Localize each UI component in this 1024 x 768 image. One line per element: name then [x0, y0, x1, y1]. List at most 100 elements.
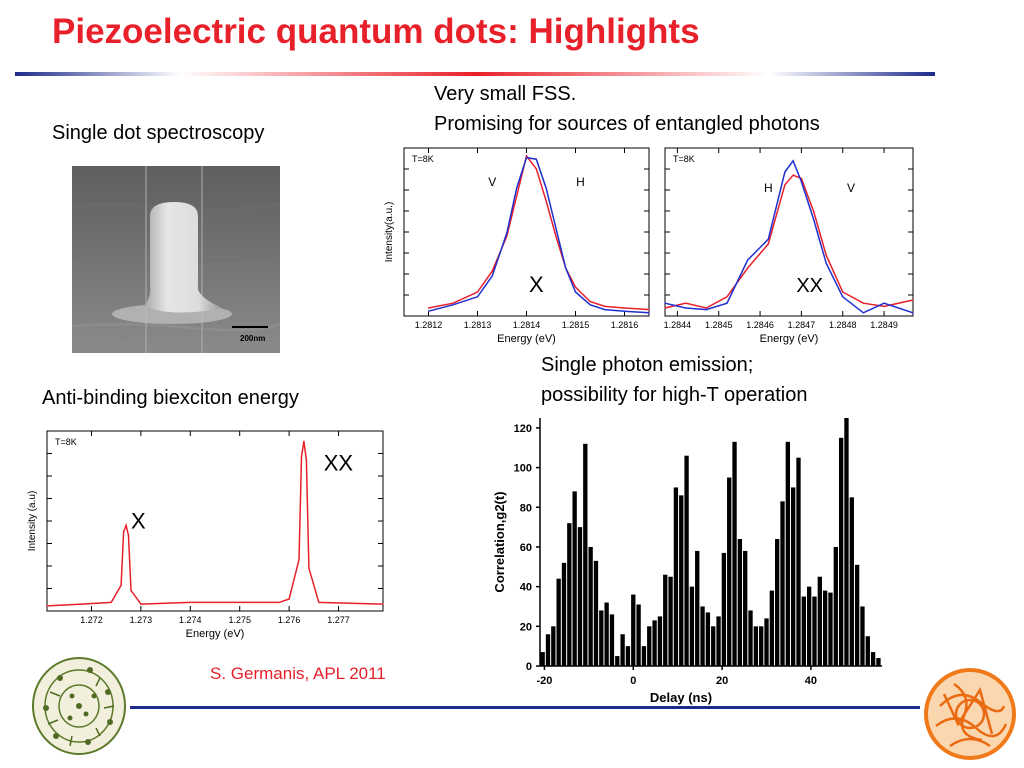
x-tick-label: 20: [716, 675, 728, 687]
data-point: [705, 307, 707, 309]
histogram-bar: [753, 626, 759, 666]
data-point: [565, 267, 567, 269]
y-axis-label: Intensity(a.u.): [384, 202, 395, 263]
sem-scale-label: 200nm: [240, 334, 265, 343]
data-point: [130, 589, 132, 592]
histogram-bar: [673, 487, 679, 666]
data-point: [800, 181, 802, 183]
slide-title: Piezoelectric quantum dots: Highlights: [52, 12, 700, 51]
histogram-bar: [551, 626, 556, 666]
data-point: [604, 305, 606, 307]
data-point: [288, 598, 290, 600]
data-point: [842, 296, 844, 298]
data-point: [122, 531, 125, 533]
histogram-bar: [641, 646, 647, 666]
y-tick-label: 120: [514, 423, 532, 435]
histogram-bar: [668, 576, 673, 666]
data-point: [685, 307, 687, 309]
data-point: [664, 307, 666, 309]
histogram-bar: [817, 576, 822, 666]
fss-chart-xx: 1.2844 1.2845 1.2846 1.2847 1.2848 1.2849 T=8K…: [664, 147, 914, 345]
histogram-bar: [679, 495, 684, 666]
histogram-bar: [732, 441, 737, 666]
x-tick-label: 1.2815: [562, 320, 590, 330]
histogram-bar: [775, 539, 780, 666]
histogram-bar: [615, 656, 620, 666]
data-point: [589, 304, 591, 306]
peak-label-x: X: [529, 272, 544, 297]
g2-correlation-chart: 0 20 40 60 80 100 120 -20 0 20 40 Delay (ns) Correla…: [492, 418, 882, 705]
y-tick-label: 20: [520, 621, 532, 633]
data-point: [705, 309, 707, 311]
histogram-bar: [684, 455, 689, 666]
x-tick-label: 1.2812: [415, 320, 443, 330]
x-tick-label: 1.273: [130, 615, 153, 625]
histogram-bar: [785, 441, 791, 666]
data-point: [604, 309, 606, 311]
data-point: [452, 304, 454, 306]
data-point: [862, 312, 864, 314]
x-tick-label: 1.2814: [513, 320, 541, 330]
y-tick-label: 80: [520, 502, 532, 514]
histogram-bar: [844, 418, 849, 666]
data-point: [308, 567, 310, 569]
data-point: [574, 291, 577, 293]
histogram-bar: [828, 592, 833, 666]
data-point: [516, 195, 518, 197]
histogram-bar: [801, 596, 806, 666]
x-tick-label: 1.277: [327, 615, 350, 625]
data-point: [648, 312, 650, 314]
x-tick-label: 1.2816: [611, 320, 639, 330]
histogram-bar: [716, 616, 721, 666]
x-tick-label: 1.2849: [870, 320, 898, 330]
data-point: [912, 312, 914, 314]
caption-fss-line2: Promising for sources of entangled photo…: [434, 113, 820, 135]
data-point: [685, 302, 687, 304]
data-point: [525, 155, 528, 157]
histogram-bar: [769, 590, 775, 666]
data-point: [476, 291, 479, 293]
peak-label-xx: XX: [796, 275, 823, 297]
histogram-bar: [796, 457, 801, 666]
data-point: [648, 309, 650, 311]
histogram-bar: [737, 539, 743, 666]
data-point: [574, 286, 577, 288]
histogram-bar: [567, 523, 572, 666]
series-label-v: V: [847, 181, 855, 195]
histogram-bar: [572, 491, 577, 666]
peak-label: X: [131, 509, 146, 534]
data-point: [318, 601, 320, 604]
histogram-bar: [849, 497, 854, 666]
data-point: [125, 524, 127, 526]
x-tick-label: 1.2844: [664, 320, 692, 330]
data-point: [825, 262, 827, 264]
histogram-bar: [833, 546, 838, 666]
series-label-v: V: [488, 175, 496, 189]
histogram-bar: [604, 602, 609, 666]
histogram-bar: [711, 626, 716, 666]
data-point: [491, 275, 493, 277]
y-tick-label: 40: [520, 582, 532, 594]
histogram-bar: [625, 646, 631, 666]
caption-emission-line1: Single photon emission;: [541, 354, 754, 376]
histogram-bar: [870, 652, 876, 666]
temperature-label: T=8K: [673, 154, 695, 164]
histogram-bar: [854, 564, 860, 666]
histogram-bar: [748, 610, 753, 666]
plot-frame: [664, 147, 914, 317]
histogram-bar: [631, 594, 636, 666]
histogram-bar: [583, 443, 588, 666]
data-point: [535, 158, 537, 160]
x-axis-label: Delay (ns): [650, 690, 712, 705]
series-label-h: H: [764, 181, 773, 195]
y-axis-label: Intensity (a.u): [27, 491, 38, 552]
histogram-bar: [791, 487, 796, 666]
histogram-bar: [599, 610, 604, 666]
data-point: [589, 301, 591, 303]
y-tick-label: 100: [514, 463, 532, 475]
data-point: [862, 302, 864, 304]
temperature-label: T=8K: [412, 154, 434, 164]
caption-single-dot: Single dot spectroscopy: [52, 122, 265, 144]
series-label-h: H: [576, 175, 585, 189]
data-point: [842, 291, 844, 293]
